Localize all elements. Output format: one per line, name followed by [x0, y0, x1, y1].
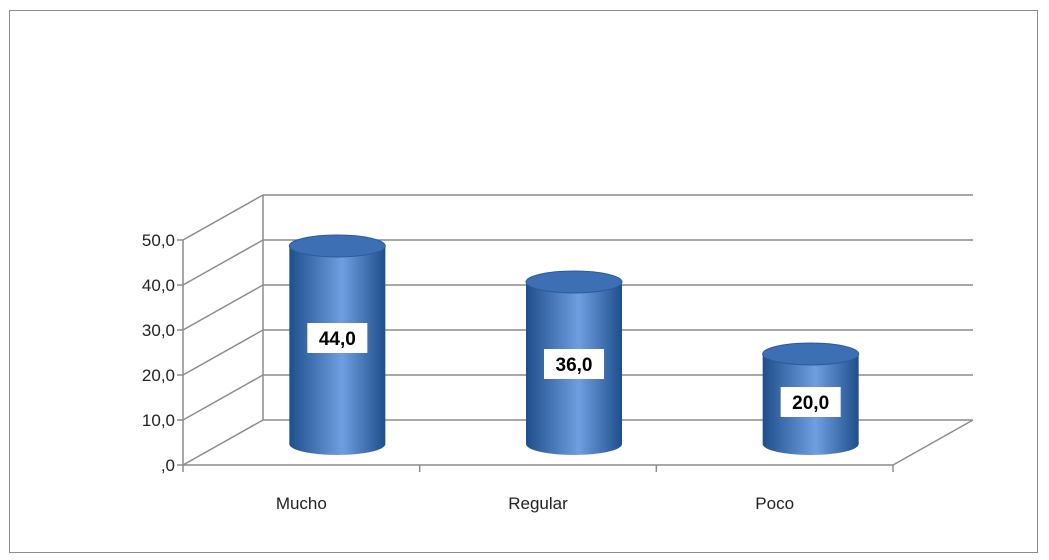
y-tick-label: 40,0: [142, 276, 175, 295]
bar-top: [762, 342, 860, 366]
gridline-diagonal: [182, 419, 264, 466]
y-tick-label: ,0: [161, 456, 175, 475]
data-label: 36,0: [556, 355, 593, 376]
x-tick-label: Poco: [755, 494, 794, 513]
bars: [288, 234, 860, 455]
floor-edge: [892, 419, 974, 466]
data-label: 44,0: [319, 329, 356, 350]
y-tick-label: 50,0: [142, 231, 175, 250]
data-label-box: [780, 387, 841, 417]
y-axis: ,0 10,0 20,0 30,0 40,0 50,0: [142, 231, 184, 475]
bar-top: [525, 270, 623, 294]
chart-frame: [9, 10, 1038, 553]
x-tick-label: Mucho: [276, 494, 327, 513]
data-label-box: [544, 349, 604, 379]
gridline-diagonal: [182, 194, 264, 241]
gridline-diagonal: [182, 239, 264, 286]
bar-top: [288, 234, 386, 258]
x-axis: Mucho Regular Poco: [182, 464, 894, 513]
y-tick-label: 30,0: [142, 321, 175, 340]
y-tick-label: 20,0: [142, 366, 175, 385]
data-labels: 44,0 36,0 20,0: [307, 323, 841, 417]
data-label-box: [307, 323, 368, 353]
gridline-diagonal: [182, 284, 264, 331]
x-tick-label: Regular: [508, 494, 568, 513]
gridline-diagonal: [182, 374, 264, 421]
y-tick-label: 10,0: [142, 411, 175, 430]
gridline-diagonal: [182, 329, 264, 376]
data-label: 20,0: [792, 393, 829, 414]
